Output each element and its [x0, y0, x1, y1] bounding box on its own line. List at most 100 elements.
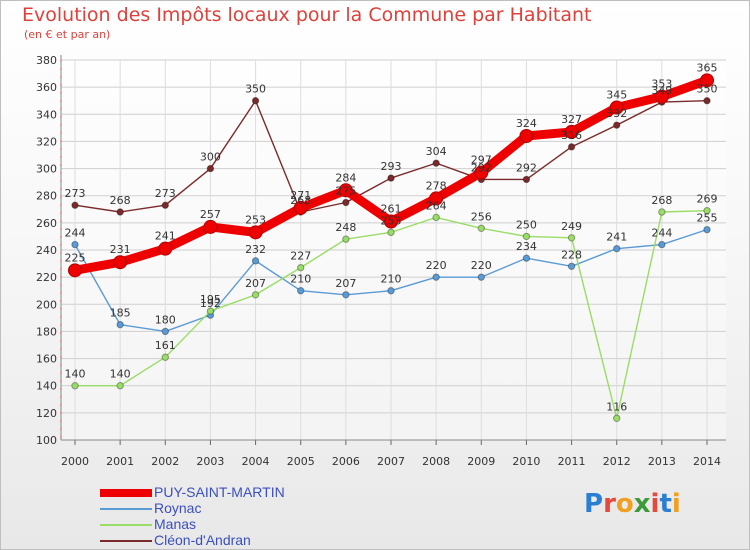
- data-label: 350: [697, 83, 718, 96]
- data-label: 268: [290, 194, 311, 207]
- logo-letter: i: [650, 489, 660, 519]
- data-point: [116, 208, 124, 216]
- data-point: [384, 214, 398, 229]
- data-point: [519, 129, 534, 143]
- data-point: [432, 159, 440, 167]
- data-label: 332: [606, 107, 627, 120]
- x-tick-label: 2011: [558, 455, 586, 468]
- y-tick-label: 160: [36, 353, 57, 366]
- data-label: 195: [200, 293, 221, 306]
- data-point: [658, 240, 666, 249]
- data-point: [293, 200, 308, 215]
- data-label: 300: [200, 151, 221, 164]
- data-label: 256: [471, 210, 492, 223]
- data-point: [387, 287, 395, 295]
- y-tick-label: 120: [36, 407, 57, 420]
- data-label: 253: [381, 214, 402, 227]
- data-label: 365: [697, 61, 718, 74]
- data-label: 269: [697, 193, 718, 206]
- data-label: 297: [471, 154, 492, 167]
- data-point: [113, 255, 128, 270]
- data-point: [567, 262, 576, 270]
- y-tick-label: 240: [36, 244, 57, 257]
- data-label: 248: [335, 221, 356, 234]
- data-label: 345: [606, 89, 627, 102]
- chart-title: Evolution des Impôts locaux pour la Comm…: [22, 4, 592, 26]
- data-point: [71, 382, 79, 390]
- data-point: [613, 121, 621, 129]
- x-tick-label: 2009: [467, 455, 495, 468]
- data-point: [251, 97, 260, 105]
- data-label: 304: [426, 145, 447, 158]
- data-point: [116, 382, 124, 390]
- data-point: [251, 257, 260, 265]
- data-label: 278: [426, 179, 447, 192]
- data-point: [703, 225, 711, 234]
- data-label: 210: [290, 273, 311, 286]
- logo-letter: o: [615, 489, 634, 519]
- data-point: [432, 213, 440, 222]
- data-label: 292: [471, 161, 492, 174]
- data-point: [342, 291, 350, 299]
- x-tick-label: 2000: [61, 455, 89, 468]
- data-point: [342, 198, 350, 207]
- legend-label-cleon-d-andran: Cléon-d'Andran: [154, 532, 251, 548]
- y-tick-label: 100: [36, 434, 57, 447]
- data-point: [387, 228, 395, 237]
- y-tick-label: 340: [36, 108, 57, 121]
- legend-swatch-puy-saint-martin: [100, 489, 152, 497]
- data-label: 349: [651, 84, 672, 97]
- legend-swatch-cleon-d-andran: [100, 540, 152, 542]
- legend-item: PUY-SAINT-MARTIN: [100, 484, 360, 501]
- data-point: [522, 254, 531, 262]
- data-point: [522, 175, 531, 184]
- data-point: [68, 263, 82, 278]
- data-label: 264: [426, 199, 447, 212]
- x-tick-label: 2004: [242, 455, 270, 468]
- data-label: 116: [606, 400, 627, 413]
- data-label: 207: [335, 277, 356, 290]
- data-point: [338, 183, 353, 198]
- data-label: 284: [335, 171, 356, 184]
- data-point: [71, 240, 79, 249]
- data-point: [429, 191, 444, 206]
- logo-letter: r: [603, 489, 616, 519]
- y-tick-label: 220: [36, 271, 57, 284]
- x-tick-label: 2006: [332, 455, 360, 468]
- legend-swatch-manas: [100, 524, 152, 526]
- data-label: 180: [155, 313, 176, 326]
- y-tick-label: 320: [36, 135, 57, 148]
- data-point: [116, 320, 124, 329]
- data-point: [206, 307, 215, 315]
- data-point: [251, 291, 260, 299]
- data-point: [71, 201, 79, 209]
- data-label: 293: [381, 160, 402, 173]
- data-label: 350: [245, 83, 266, 96]
- data-label: 268: [651, 194, 672, 207]
- proxiti-logo: Proxiti: [584, 489, 681, 519]
- data-label: 192: [200, 297, 221, 310]
- data-label: 140: [110, 368, 131, 381]
- data-point: [206, 164, 215, 173]
- y-tick-label: 260: [36, 217, 57, 230]
- x-tick-label: 2013: [648, 455, 676, 468]
- y-tick-label: 380: [36, 54, 57, 67]
- data-point: [654, 89, 669, 104]
- data-point: [477, 224, 485, 232]
- legend-item: Roynac: [100, 500, 360, 517]
- data-point: [474, 165, 489, 180]
- x-tick-label: 2012: [603, 455, 631, 468]
- x-tick-label: 2003: [196, 455, 224, 468]
- data-label: 140: [65, 368, 86, 381]
- logo-letter: i: [671, 489, 681, 519]
- legend-item: Cléon-d'Andran: [100, 532, 360, 549]
- data-label: 257: [200, 208, 221, 221]
- legend-label-roynac: Roynac: [154, 500, 202, 516]
- data-label: 207: [245, 277, 266, 290]
- data-label: 161: [155, 339, 176, 352]
- data-point: [564, 124, 579, 139]
- x-tick-label: 2002: [151, 455, 179, 468]
- x-tick-label: 2014: [693, 455, 721, 468]
- legend-swatch-roynac: [100, 508, 152, 510]
- data-label: 292: [516, 161, 537, 174]
